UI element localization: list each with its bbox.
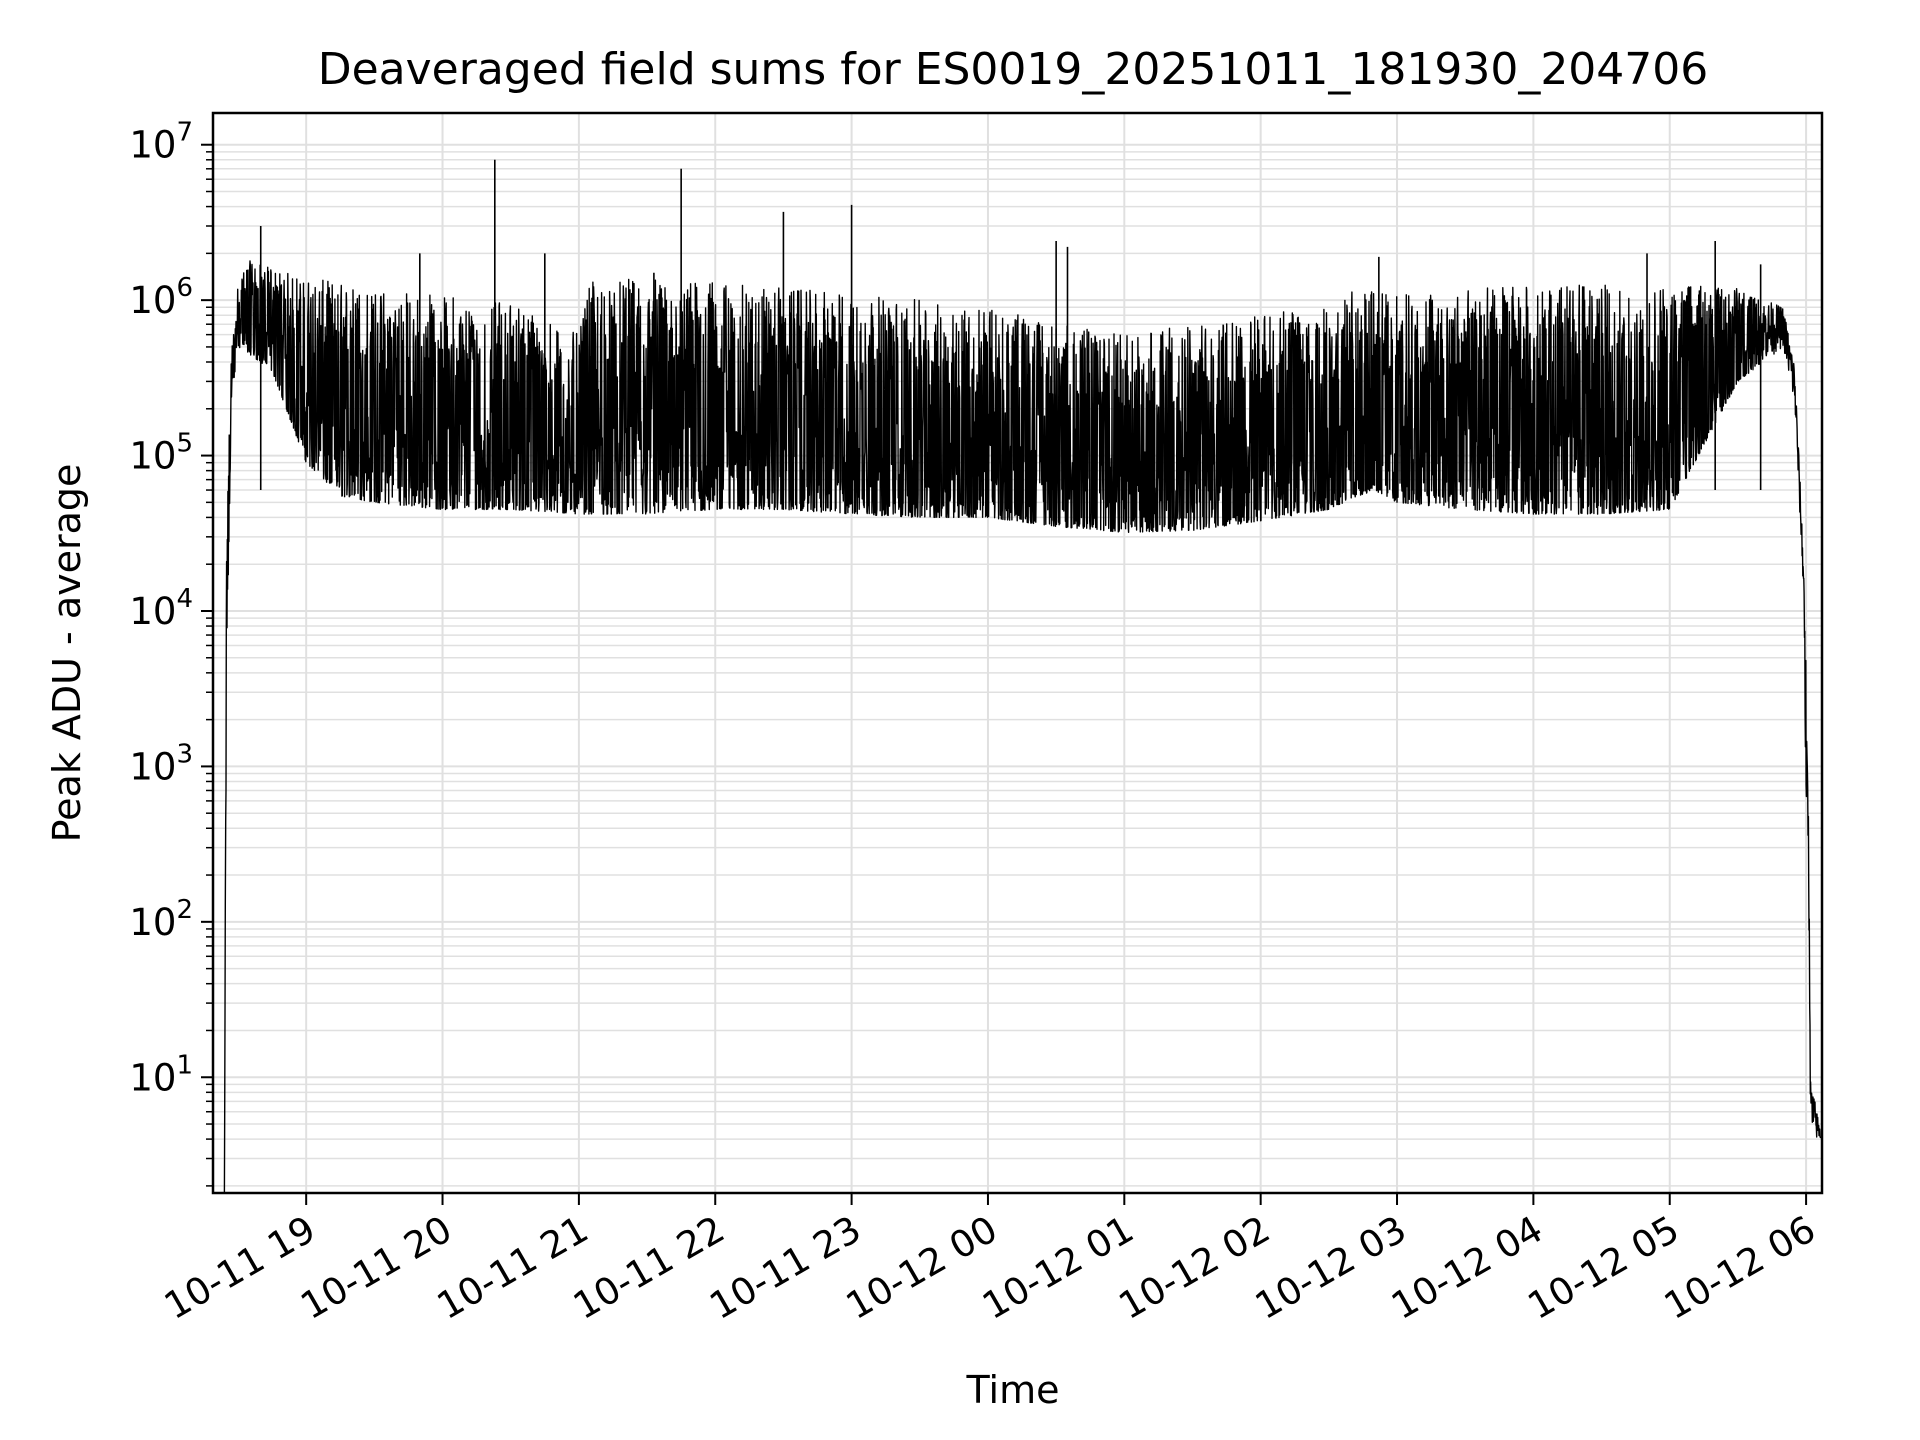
plot-area-frame (211, 111, 1824, 1195)
y-axis-ticks: 101 102 103 104 105 106 107 (129, 118, 213, 1187)
y-tick-label: 104 (129, 584, 193, 633)
data-series (223, 159, 1823, 1194)
chart-title: Deaveraged field sums for ES0019_2025101… (318, 44, 1709, 95)
y-tick-label: 102 (129, 895, 193, 944)
y-tick-label: 105 (129, 429, 193, 478)
x-axis-label: Time (966, 1368, 1060, 1412)
y-axis-label: Peak ADU - average (45, 464, 89, 843)
y-tick-label: 101 (129, 1050, 193, 1099)
y-tick-label: 107 (129, 118, 193, 167)
y-tick-label: 103 (129, 739, 193, 788)
series-line (223, 260, 1823, 1194)
y-tick-label: 106 (129, 273, 193, 322)
